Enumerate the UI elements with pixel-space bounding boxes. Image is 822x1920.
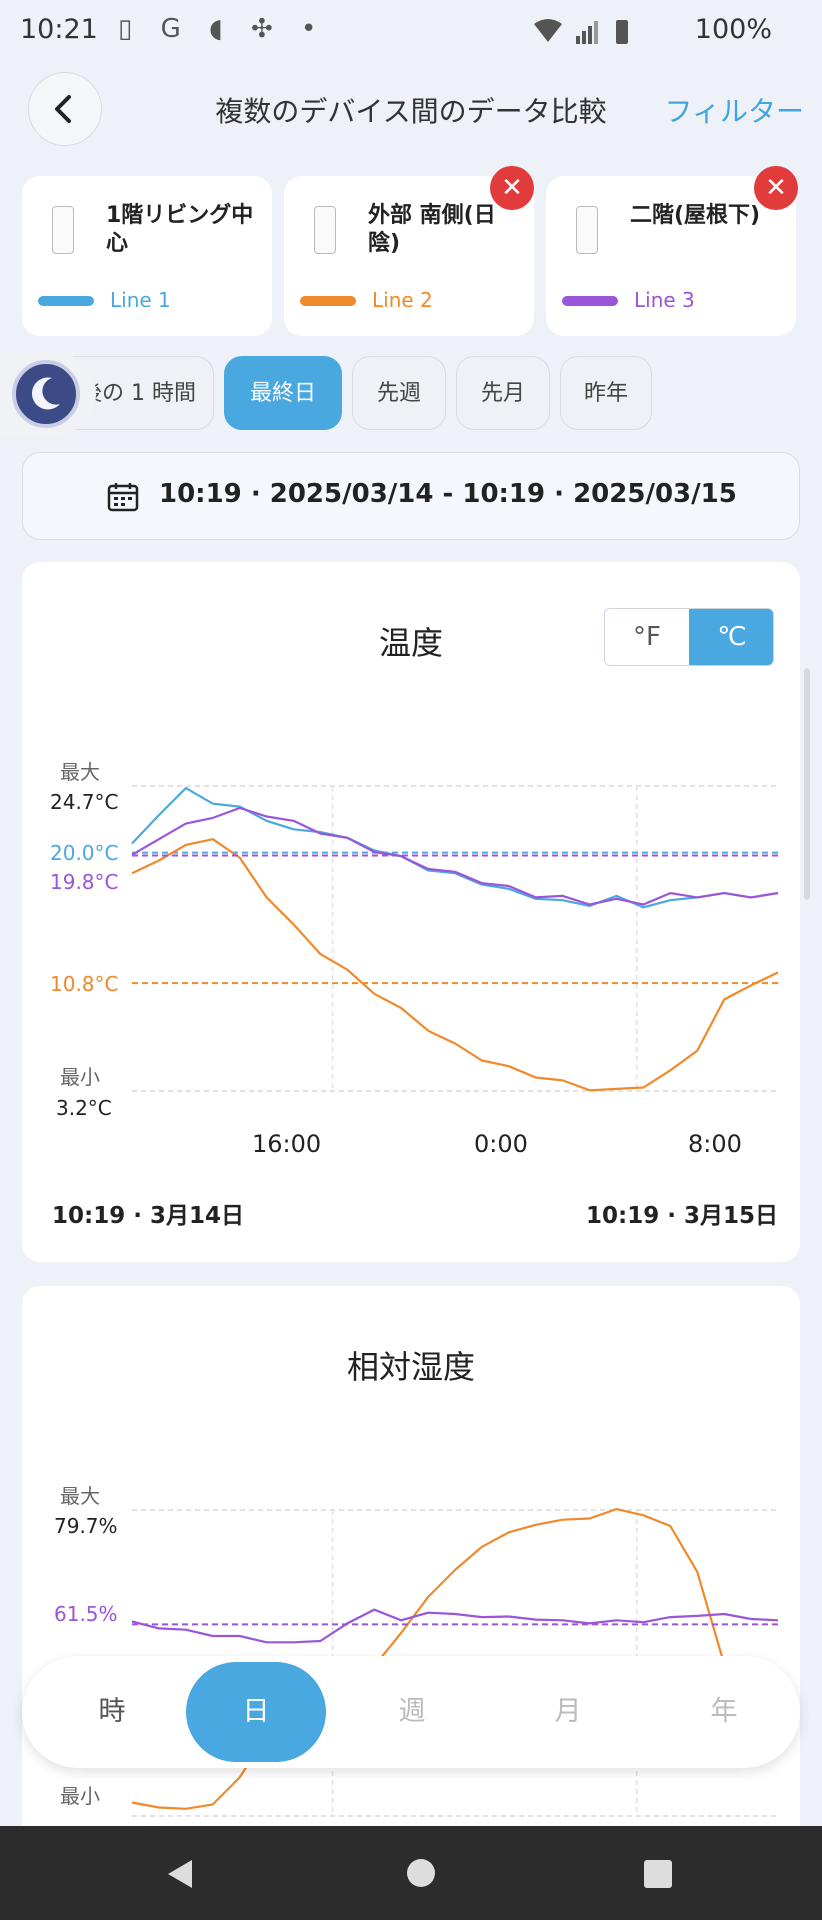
temperature-card: 温度 °F ℃ 最大 24.7°C 20.0°C 19.8°C 10.8°C 最…	[22, 562, 800, 1262]
device-card-3[interactable]: 二階(屋根下) Line 3	[546, 176, 796, 336]
y-min-label: 最小	[60, 1065, 100, 1089]
device-icon	[52, 206, 74, 254]
y-max-label: 最大	[60, 1484, 100, 1508]
line-label: Line 1	[110, 288, 171, 312]
line-label: Line 3	[634, 288, 695, 312]
device-name: 外部 南側(日陰)	[368, 203, 496, 256]
nav-month[interactable]: 月	[554, 1696, 582, 1727]
recents-square-icon[interactable]	[642, 1858, 674, 1890]
system-nav-bar	[0, 1826, 822, 1920]
y-max-value: 24.7°C	[50, 790, 119, 814]
y-max-label: 最大	[60, 760, 100, 784]
date-range-picker[interactable]: 10:19 · 2025/03/14 - 10:19 · 2025/03/15	[22, 452, 800, 540]
series-line-line2	[131, 838, 779, 1092]
device-icon	[576, 206, 598, 254]
page-title: 複数のデバイス間のデータ比較	[215, 95, 607, 128]
device-name: 二階(屋根下)	[630, 203, 761, 228]
nav-week[interactable]: 週	[398, 1696, 426, 1727]
series-line-line2	[131, 1508, 779, 1810]
night-mode-button[interactable]	[0, 352, 96, 436]
line-color-swatch	[38, 296, 94, 306]
date-range-text: 10:19 · 2025/03/14 - 10:19 · 2025/03/15	[159, 479, 737, 509]
avg-line1-label: 20.0°C	[50, 841, 119, 865]
unit-toggle[interactable]: °F ℃	[604, 608, 774, 666]
avg-line2-label: 10.8°C	[50, 972, 119, 996]
scrollbar[interactable]	[804, 668, 810, 900]
remove-device-2-button[interactable]: ✕	[490, 166, 534, 210]
y-min-label: 最小	[60, 1784, 100, 1808]
humidity-title: 相対湿度	[346, 1348, 475, 1386]
status-bar: 10:21 ▯ G ◖ ✣ • 100%	[0, 0, 822, 62]
filter-button[interactable]: フィルター	[664, 95, 804, 128]
status-time: 10:21	[20, 14, 98, 45]
device-card-2[interactable]: 外部 南側(日陰) Line 2	[284, 176, 534, 336]
tab-last-day[interactable]: 最終日	[224, 356, 342, 430]
line-label: Line 2	[372, 288, 433, 312]
home-circle-icon[interactable]	[404, 1856, 438, 1890]
temperature-chart	[131, 785, 779, 1092]
avg-line3-label: 61.5%	[54, 1602, 118, 1626]
humidity-card: 相対湿度 最大 79.7% 61.5% 最小	[22, 1286, 800, 1886]
nav-hour[interactable]: 時	[98, 1696, 126, 1727]
device-icon	[314, 206, 336, 254]
avg-line3-label: 19.8°C	[50, 870, 119, 894]
tab-last-week[interactable]: 先週	[352, 356, 446, 430]
notification-icons: ▯ G ◖ ✣ •	[118, 14, 327, 44]
header: 複数のデバイス間のデータ比較 フィルター	[0, 62, 822, 152]
calendar-icon	[107, 483, 139, 512]
tab-last-month[interactable]: 先月	[456, 356, 550, 430]
nav-year[interactable]: 年	[710, 1696, 738, 1727]
nav-day[interactable]: 日	[186, 1662, 326, 1762]
remove-device-3-button[interactable]: ✕	[754, 166, 798, 210]
x-tick-label: 8:00	[688, 1130, 742, 1158]
series-line-line1	[131, 787, 779, 909]
battery-percent: 100%	[694, 14, 772, 45]
line-color-swatch	[562, 296, 618, 306]
x-tick-label: 0:00	[474, 1130, 528, 1158]
chart-start-date: 10:19 · 3月14日	[52, 1203, 244, 1229]
moon-icon	[12, 360, 80, 428]
chevron-left-icon	[55, 95, 71, 123]
series-line-line3	[131, 1608, 779, 1644]
celsius-option[interactable]: ℃	[689, 609, 773, 665]
chart-end-date: 10:19 · 3月15日	[586, 1203, 778, 1229]
fahrenheit-option[interactable]: °F	[605, 609, 689, 665]
back-button[interactable]	[28, 72, 102, 146]
period-nav: 時 日 週 月 年	[22, 1656, 800, 1768]
tab-last-year[interactable]: 昨年	[560, 356, 652, 430]
device-name: 1階リビング中心	[106, 203, 254, 256]
device-card-1[interactable]: 1階リビング中心 Line 1	[22, 176, 272, 336]
x-tick-label: 16:00	[252, 1130, 322, 1158]
series-line-line3	[131, 806, 779, 906]
temperature-title: 温度	[378, 624, 443, 662]
back-triangle-icon[interactable]	[162, 1856, 198, 1892]
wifi-icon	[534, 19, 628, 44]
y-max-value: 79.7%	[54, 1514, 118, 1538]
y-min-value: 3.2°C	[56, 1096, 112, 1120]
line-color-swatch	[300, 296, 356, 306]
